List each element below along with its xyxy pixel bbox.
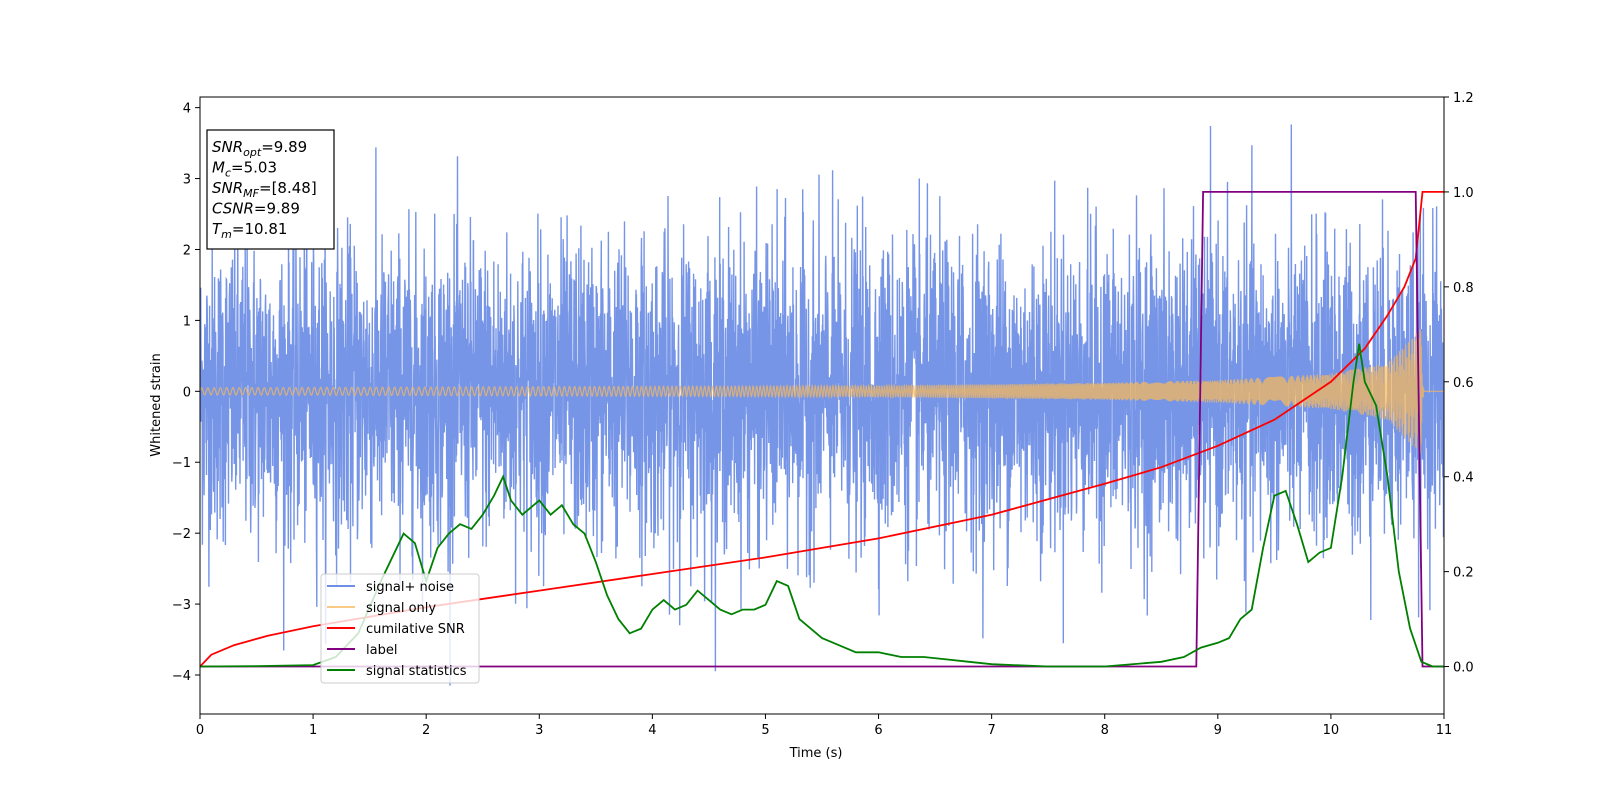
series-signal-statistics xyxy=(200,343,1444,668)
x-axis-label: Time (s) xyxy=(789,746,843,761)
x-tick-label: 3 xyxy=(535,723,543,738)
y2-tick-label: 0.6 xyxy=(1453,376,1474,391)
x-tick-label: 1 xyxy=(309,723,317,738)
x-tick-label: 11 xyxy=(1436,723,1453,738)
series-signal-only xyxy=(200,329,1444,454)
annotation-line: SNRMF=[8.48] xyxy=(212,179,317,200)
legend-frame xyxy=(320,573,480,684)
annotation-line: SNRopt=9.89 xyxy=(212,138,307,159)
legend-label: signal only xyxy=(366,601,436,616)
annotation-frame xyxy=(206,129,335,250)
y-tick-label: 4 xyxy=(183,102,191,117)
y-tick-label: −3 xyxy=(172,598,191,613)
legend-label: signal+ noise xyxy=(366,580,454,595)
series-signal-noise xyxy=(200,124,1444,686)
legend: signal+ noise signal only cumilative SNR la… xyxy=(320,573,480,684)
y-tick-label: 2 xyxy=(183,243,191,258)
y2-tick-label: 0.0 xyxy=(1453,661,1474,676)
legend-label: signal statistics xyxy=(366,664,467,679)
annotation-line: CSNR=9.89 xyxy=(212,200,300,218)
y2-tick-label: 1.0 xyxy=(1453,186,1474,201)
x-tick-label: 5 xyxy=(761,723,769,738)
axes: 0 1 2 3 4 5 6 7 8 9 10 11 −4 −3 −2 −1 0 1 2 3 4 0.0 0.2 0.4 0.6 0… xyxy=(172,91,1474,738)
y-axis-label: Whitened strain xyxy=(149,353,164,456)
legend-label: label xyxy=(366,643,397,658)
x-tick-label: 4 xyxy=(648,723,656,738)
y-tick-label: 3 xyxy=(183,173,191,188)
y-tick-label: 0 xyxy=(183,385,191,400)
y2-tick-label: 0.2 xyxy=(1453,566,1474,581)
plot-frame xyxy=(199,96,1445,715)
y-tick-label: −4 xyxy=(172,669,191,684)
annotation-line: Mc=5.03 xyxy=(212,159,277,180)
y-tick-label: −2 xyxy=(172,527,191,542)
annotation-line: Tm=10.81 xyxy=(212,220,287,241)
x-tick-label: 2 xyxy=(422,723,430,738)
x-tick-label: 7 xyxy=(987,723,995,738)
x-tick-label: 0 xyxy=(196,723,204,738)
series-cumilative-snr xyxy=(200,191,1444,668)
y2-tick-label: 0.8 xyxy=(1453,281,1474,296)
y-tick-label: −1 xyxy=(172,456,191,471)
x-tick-label: 9 xyxy=(1214,723,1222,738)
x-tick-label: 6 xyxy=(874,723,882,738)
x-tick-label: 8 xyxy=(1101,723,1109,738)
x-tick-label: 10 xyxy=(1323,723,1340,738)
y2-tick-label: 0.4 xyxy=(1453,471,1474,486)
plot-area xyxy=(200,124,1444,686)
y2-tick-label: 1.2 xyxy=(1453,91,1474,106)
y-tick-label: 1 xyxy=(183,314,191,329)
legend-label: cumilative SNR xyxy=(366,622,465,637)
